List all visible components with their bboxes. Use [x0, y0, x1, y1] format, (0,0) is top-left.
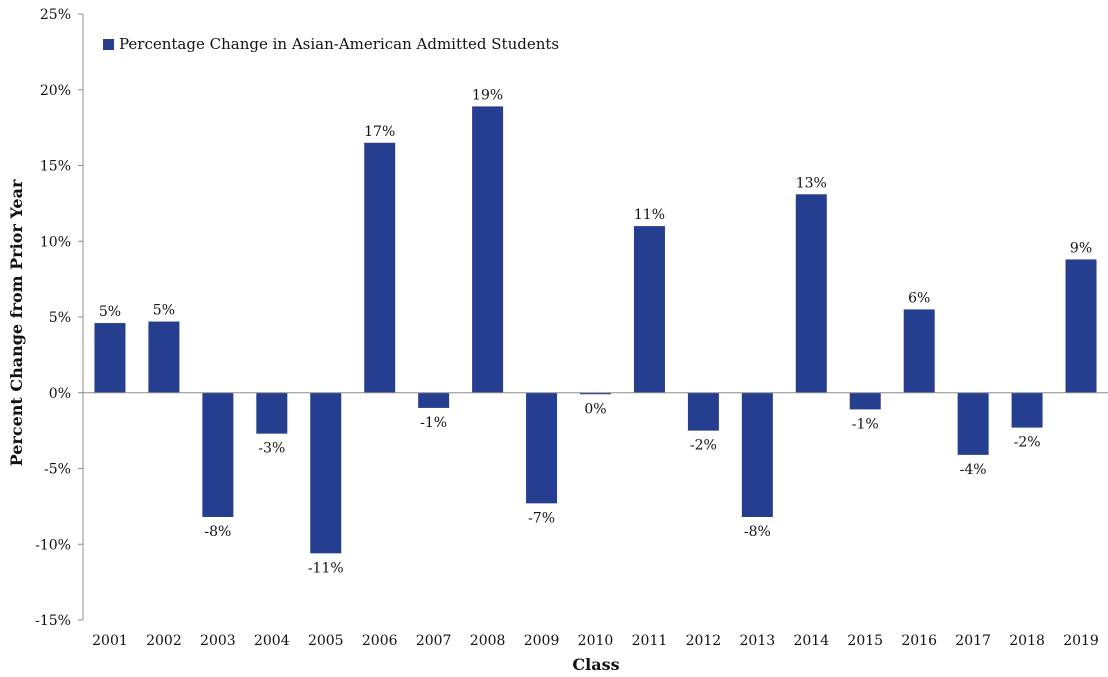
bar-2018: [1011, 392, 1043, 428]
y-axis-title: Percent Change from Prior Year: [7, 179, 26, 466]
bar-2012: [687, 392, 719, 431]
bar-2009: [526, 392, 558, 504]
x-tick-label: 2006: [362, 633, 398, 649]
legend-swatch: [103, 39, 114, 50]
x-tick-label: 2017: [955, 633, 991, 649]
bar-2013: [741, 392, 773, 517]
x-tick-label: 2010: [578, 633, 614, 649]
x-tick-label: 2016: [901, 633, 937, 649]
data-label: -2%: [690, 438, 717, 454]
bars: [94, 106, 1097, 554]
y-tick-label: 10%: [40, 234, 71, 250]
bar-2017: [957, 392, 989, 455]
x-axis: 2001 2002 2003 2004 2005 2006 2007 2008 2009 2010…: [83, 392, 1108, 649]
x-tick-label: 2015: [847, 633, 883, 649]
legend-label: Percentage Change in Asian-American Admi…: [119, 35, 559, 53]
data-label: -7%: [528, 510, 555, 526]
bar-2014: [795, 194, 827, 393]
bar-2008: [472, 106, 504, 393]
data-label: 6%: [908, 290, 930, 306]
x-tick-label: 2009: [524, 633, 560, 649]
legend: Percentage Change in Asian-American Admi…: [103, 35, 559, 53]
bar-2005: [310, 392, 342, 554]
x-tick-label: 2007: [416, 633, 452, 649]
x-tick-label: 2018: [1009, 633, 1045, 649]
x-tick-label: 2012: [686, 633, 722, 649]
y-tick-label: -15%: [35, 613, 71, 629]
y-tick-label: 25%: [40, 7, 71, 23]
data-label: 9%: [1070, 240, 1092, 256]
data-label: -4%: [960, 462, 987, 478]
x-tick-label: 2008: [470, 633, 506, 649]
bar-2003: [202, 392, 234, 517]
data-label: -1%: [852, 416, 879, 432]
x-tick-label: 2005: [308, 633, 344, 649]
data-label: -8%: [744, 524, 771, 540]
x-axis-title: Class: [572, 655, 619, 674]
y-tick-label: 15%: [40, 159, 71, 175]
bar-2006: [364, 142, 396, 393]
x-tick-label: 2011: [632, 633, 668, 649]
data-label: 17%: [364, 124, 395, 140]
y-tick-label: 0%: [49, 386, 71, 402]
x-tick-label: 2014: [793, 633, 829, 649]
bar-2011: [633, 226, 665, 393]
x-tick-label: 2003: [200, 633, 236, 649]
data-label: 11%: [634, 207, 665, 223]
bar-2001: [94, 323, 126, 393]
x-tick-label: 2019: [1063, 633, 1099, 649]
data-label: -1%: [420, 415, 447, 431]
y-tick-label: -5%: [44, 462, 71, 478]
data-label: 0%: [584, 401, 606, 417]
y-axis: -15% -10% -5% 0% 5% 10% 15% 20% 25%: [35, 7, 84, 629]
data-label: -11%: [308, 560, 344, 576]
data-label: -2%: [1014, 435, 1041, 451]
bar-2002: [148, 321, 180, 393]
data-label: 5%: [99, 304, 121, 320]
x-tick-label: 2013: [740, 633, 776, 649]
bar-2004: [256, 392, 288, 434]
bar-2016: [903, 309, 935, 393]
data-label: -3%: [258, 441, 285, 457]
y-tick-label: 5%: [49, 310, 71, 326]
y-tick-label: 20%: [40, 83, 71, 99]
data-label: 13%: [796, 175, 827, 191]
data-label: -8%: [204, 524, 231, 540]
data-label: 5%: [153, 303, 175, 319]
data-labels: 5% 5% -8% -3% -11% 17% -1% 19% -7% 0% 11% -2% -8% 13%…: [99, 87, 1092, 576]
data-label: 19%: [472, 87, 503, 103]
x-tick-label: 2001: [92, 633, 128, 649]
y-tick-label: -10%: [35, 537, 71, 553]
bar-2007: [418, 392, 450, 408]
bar-2015: [849, 392, 881, 410]
x-tick-label: 2004: [254, 633, 290, 649]
bar-2019: [1065, 259, 1097, 393]
bar-2010: [580, 392, 611, 395]
x-tick-label: 2002: [146, 633, 182, 649]
